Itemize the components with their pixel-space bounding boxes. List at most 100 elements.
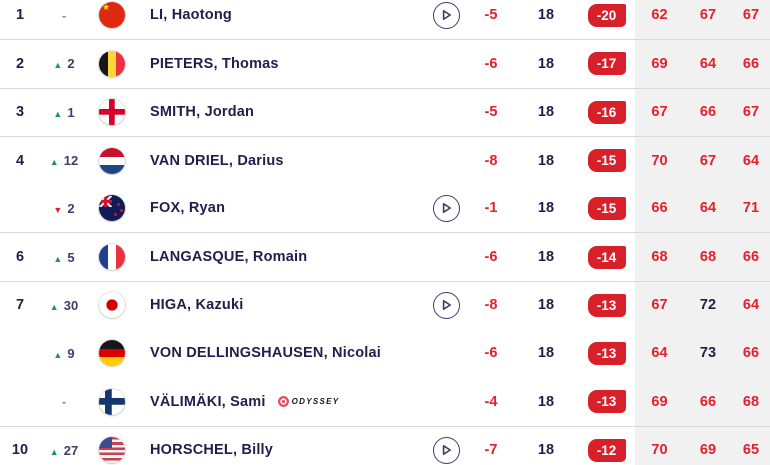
round-2-score: 69 [684,426,732,465]
flag-cell [88,184,136,232]
player-name[interactable]: SMITH, Jordan [150,104,255,121]
player-name[interactable]: LANGASQUE, Romain [150,249,308,266]
move-value: 2 [67,56,75,72]
total-score-badge: -20 [587,3,626,27]
position-change: - [40,377,88,425]
today-score: -6 [484,249,498,266]
player-cell: HIGA, Kazuki [136,282,424,329]
holes-played: 18 [537,297,555,314]
player-name[interactable]: VON DELLINGSHAUSEN, Nicolai [150,345,381,362]
move-up-icon [53,57,62,70]
move-down-icon [53,202,62,215]
play-cell [424,377,468,425]
player-name[interactable]: PIETERS, Thomas [150,55,279,72]
total-cell: -13 [578,282,635,329]
move-value: 9 [67,345,75,361]
today-score: -1 [484,200,498,217]
round-3-score: 65 [732,426,770,465]
round-1-score: 67 [635,88,684,136]
position-change: 1 [40,89,88,136]
leaderboard-row[interactable]: - VÄLIMÄKI, Sami ODYSSEY -4 18 -13 69 66 68 [0,377,770,426]
round-2-score: 68 [684,233,732,281]
flag-icon-nz [99,195,125,222]
holes-played: 18 [537,152,555,169]
holes-played: 18 [537,200,555,217]
today-score: -7 [484,442,498,459]
leaderboard-row[interactable]: 9 VON DELLINGSHAUSEN, Nicolai -6 18 -13 64736… [0,329,770,378]
holes-played: 18 [537,442,555,459]
player-cell: FOX, Ryan [136,184,424,232]
play-cell [424,137,468,184]
flag-cell [88,89,136,136]
position-number [0,329,40,377]
position-number: 7 [15,297,25,314]
move-up-icon [50,154,59,167]
flag-cell [88,0,136,39]
sponsor-logo-odyssey: ODYSSEY [277,396,340,408]
total-score-badge: -17 [587,52,626,76]
today-score: -5 [484,104,498,121]
move-up-icon [53,347,62,360]
player-name[interactable]: HORSCHEL, Billy [150,442,274,459]
play-cell [424,89,468,136]
position-number: 4 [15,152,25,169]
round-3-score: 67 [732,0,770,40]
move-up-icon [50,444,59,457]
flag-cell [88,427,136,465]
total-cell: -16 [578,89,635,136]
player-name[interactable]: FOX, Ryan [150,200,226,217]
total-score-badge: -13 [587,293,626,317]
round-2-score: 66 [684,88,732,136]
play-video-button[interactable] [432,194,460,222]
today-score: -4 [484,393,498,410]
flag-cell [88,377,136,425]
player-cell: SMITH, Jordan [136,89,424,136]
round-3-score: 64 [732,136,770,185]
round-3-score: 64 [732,281,770,330]
play-cell [424,329,468,377]
player-name[interactable]: VÄLIMÄKI, Sami [150,393,266,410]
play-cell [424,282,468,329]
total-cell: -15 [578,137,635,184]
player-name[interactable]: LI, Haotong [150,7,232,24]
play-cell [424,0,468,39]
play-video-button[interactable] [432,1,460,29]
player-name[interactable]: HIGA, Kazuki [150,297,244,314]
round-2-score: 73 [684,329,732,378]
round-1-score: 70 [635,136,684,185]
round-2-score: 66 [684,377,732,426]
move-value: 2 [67,200,75,216]
play-cell [424,427,468,465]
no-change-dash: - [61,394,67,410]
round-3-score: 66 [732,233,770,281]
today-score: -8 [484,152,498,169]
round-1-score: 62 [635,0,684,40]
round-2-score: 67 [684,0,732,40]
position-number: 2 [15,55,25,72]
round-1-score: 69 [635,377,684,426]
round-2-score: 64 [684,40,732,88]
total-cell: -12 [578,427,635,465]
round-1-score: 66 [635,184,684,233]
today-score: -6 [484,345,498,362]
position-number: 1 [15,7,25,24]
move-up-icon [53,251,62,264]
move-value: 27 [63,442,79,458]
today-score: -6 [484,55,498,72]
player-cell: VON DELLINGSHAUSEN, Nicolai [136,329,424,377]
total-score-badge: -15 [587,196,626,220]
player-name[interactable]: VAN DRIEL, Darius [150,152,284,169]
total-score-badge: -13 [587,390,626,414]
position-change: 30 [40,282,88,329]
play-video-button[interactable] [432,436,460,464]
total-cell: -17 [578,40,635,87]
play-video-button[interactable] [432,291,460,319]
